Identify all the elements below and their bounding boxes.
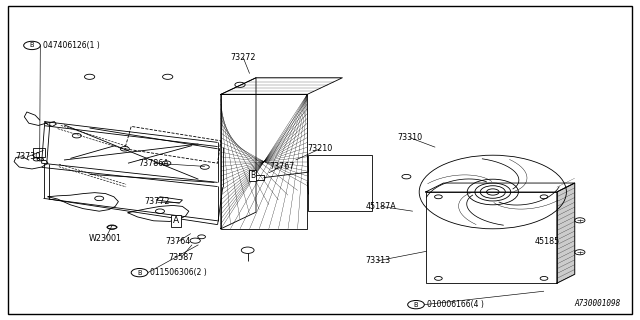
Bar [33,148,45,157]
Text: B: B [29,43,35,48]
Bar [255,175,264,180]
Bar [221,94,307,229]
Text: A: A [173,216,179,225]
Bar [308,155,372,211]
Text: 73764: 73764 [165,237,191,246]
Text: 45187A: 45187A [365,202,396,211]
Polygon shape [557,183,575,283]
Bar [426,192,557,283]
Text: B: B [413,302,419,308]
Text: B: B [137,270,142,276]
Text: 73767: 73767 [269,162,294,171]
Text: 45185: 45185 [534,237,560,246]
Text: 73210: 73210 [307,144,333,153]
Text: 010006166(4 ): 010006166(4 ) [427,300,484,309]
Text: 011506306(2 ): 011506306(2 ) [150,268,207,277]
Text: 73772: 73772 [144,197,170,206]
Text: 73313: 73313 [365,256,390,265]
Text: 73272: 73272 [230,53,256,62]
Text: 73730: 73730 [15,152,40,161]
Text: 73786A: 73786A [138,159,169,168]
Text: 73587: 73587 [168,253,194,262]
Text: 047406126(1 ): 047406126(1 ) [43,41,100,50]
Text: B: B [250,171,255,180]
Text: 73310: 73310 [397,133,422,142]
Text: W23001: W23001 [89,234,122,243]
Text: A730001098: A730001098 [575,299,621,308]
